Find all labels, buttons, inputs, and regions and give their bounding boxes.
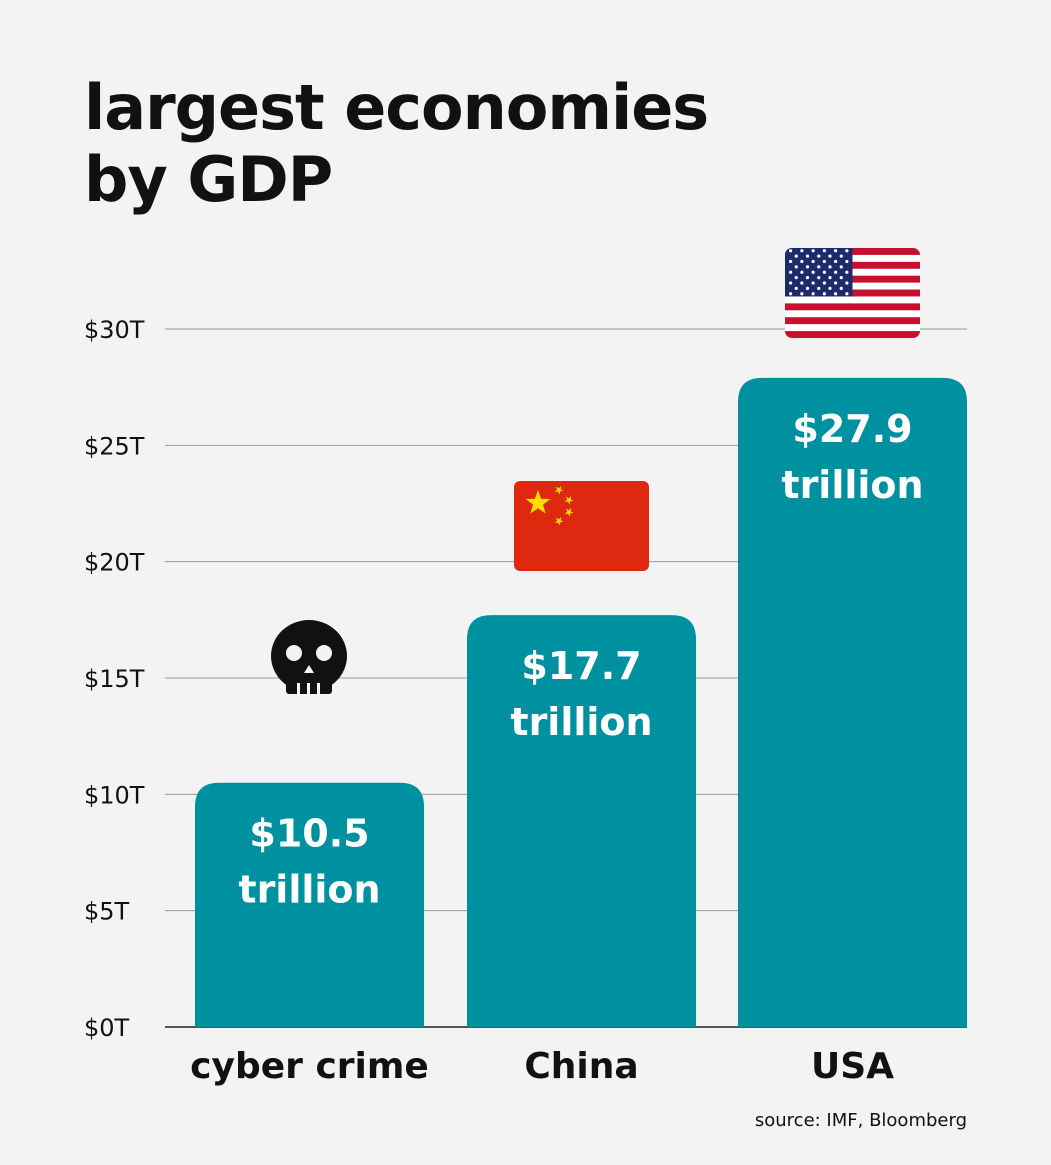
y-tick-label: $25T	[84, 432, 145, 460]
bar	[738, 377, 967, 1027]
bar-unit-label: trillion	[781, 463, 923, 507]
bar-value-label: $17.7	[521, 644, 641, 688]
y-tick-label: $5T	[84, 898, 130, 926]
bar-value-label: $27.9	[792, 407, 912, 451]
y-tick-label: $10T	[84, 781, 145, 809]
bar	[467, 615, 696, 1027]
chart-title-line-2: by GDP	[84, 143, 333, 216]
chart-title: largest economies by GDP	[84, 71, 709, 216]
skull-icon	[271, 620, 347, 694]
y-tick-label: $30T	[84, 316, 145, 344]
source-note: source: IMF, Bloomberg	[754, 1110, 967, 1131]
x-category-label: cyber crime	[190, 1046, 429, 1087]
x-category-label: China	[524, 1046, 638, 1087]
bar-unit-label: trillion	[238, 868, 380, 912]
bar	[195, 782, 424, 1027]
usa-flag-icon	[785, 248, 920, 338]
y-tick-label: $15T	[84, 665, 145, 693]
bar-value-label: $10.5	[249, 812, 369, 856]
y-tick-label: $20T	[84, 549, 145, 577]
china-flag-icon	[514, 481, 649, 571]
chart-title-line-1: largest economies	[84, 71, 709, 144]
y-tick-label: $0T	[84, 1014, 130, 1042]
x-category-label: USA	[811, 1046, 894, 1087]
bar-unit-label: trillion	[510, 700, 652, 744]
